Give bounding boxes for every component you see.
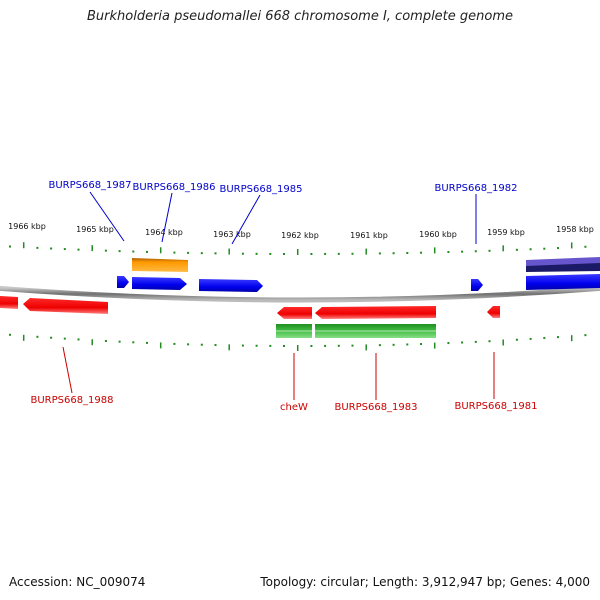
tick-label-1965: 1965 kbp (76, 225, 114, 234)
navy-feature[interactable] (526, 263, 600, 272)
gene-label-BURPS668_1981[interactable]: BURPS668_1981 (454, 401, 537, 412)
gene-arrow-BURPS668_1981[interactable] (487, 306, 500, 318)
gene-label-cheW[interactable]: cheW (280, 402, 308, 413)
gene-arrow-BURPS668_1987[interactable] (117, 276, 129, 288)
gene-label-BURPS668_1988[interactable]: BURPS668_1988 (30, 395, 113, 406)
tick-label-1958: 1958 kbp (556, 225, 594, 234)
gene-arrow-cheW[interactable] (277, 307, 312, 319)
tick-label-1962: 1962 kbp (281, 231, 319, 240)
gene-arrow-BURPS668_1982[interactable] (471, 279, 483, 291)
tick-marks (9, 242, 587, 351)
gene-arrow-right-edge[interactable] (526, 274, 600, 290)
accession-text: Accession: NC_009074 (9, 575, 146, 589)
gene-label-BURPS668_1982[interactable]: BURPS668_1982 (434, 183, 517, 194)
tick-label-1959: 1959 kbp (487, 228, 525, 237)
gene-arrow-BURPS668_1983[interactable] (315, 306, 436, 319)
tick-label-1963: 1963 kbp (213, 230, 251, 239)
top-leader-lines (89, 191, 477, 245)
tick-label-1960: 1960 kbp (419, 230, 457, 239)
minus-strand-features (0, 296, 500, 338)
gene-label-BURPS668_1986[interactable]: BURPS668_1986 (132, 182, 215, 193)
gene-arrow-BURPS668_1985[interactable] (199, 279, 263, 292)
topology-text: Topology: circular; Length: 3,912,947 bp… (260, 575, 590, 589)
gene-arrow-left-edge[interactable] (0, 296, 18, 309)
gene-label-BURPS668_1983[interactable]: BURPS668_1983 (334, 402, 417, 413)
leader-line-BURPS668_1988 (62, 346, 73, 394)
leader-line-BURPS668_1986 (161, 192, 173, 243)
gene-label-BURPS668_1985[interactable]: BURPS668_1985 (219, 184, 302, 195)
plus-strand-features (117, 257, 600, 292)
tick-label-1966: 1966 kbp (8, 222, 46, 231)
leader-line-BURPS668_1987 (89, 191, 125, 242)
gene-arrow-BURPS668_1986[interactable] (132, 277, 187, 290)
bottom-leader-lines (62, 346, 495, 400)
map-title: Burkholderia pseudomallei 668 chromosome… (86, 9, 514, 24)
leader-line-BURPS668_1985 (231, 194, 261, 245)
gene-label-BURPS668_1987[interactable]: BURPS668_1987 (48, 180, 131, 191)
chromosome-backbone (0, 285, 600, 303)
orange-feature[interactable] (132, 258, 188, 272)
gene-arrow-BURPS668_1988[interactable] (23, 298, 108, 314)
tick-label-1961: 1961 kbp (350, 231, 388, 240)
